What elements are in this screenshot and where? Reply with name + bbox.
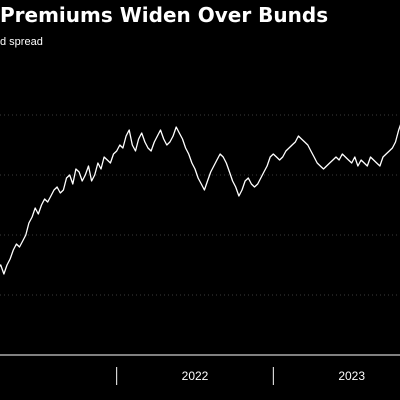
x-tick-label-0: 2022 [182, 369, 209, 383]
chart-subtitle: d spread [0, 36, 43, 48]
x-tick-label-1: 2023 [338, 369, 365, 383]
series-line-0 [0, 124, 400, 275]
chart-title: Premiums Widen Over Bunds [0, 3, 329, 27]
